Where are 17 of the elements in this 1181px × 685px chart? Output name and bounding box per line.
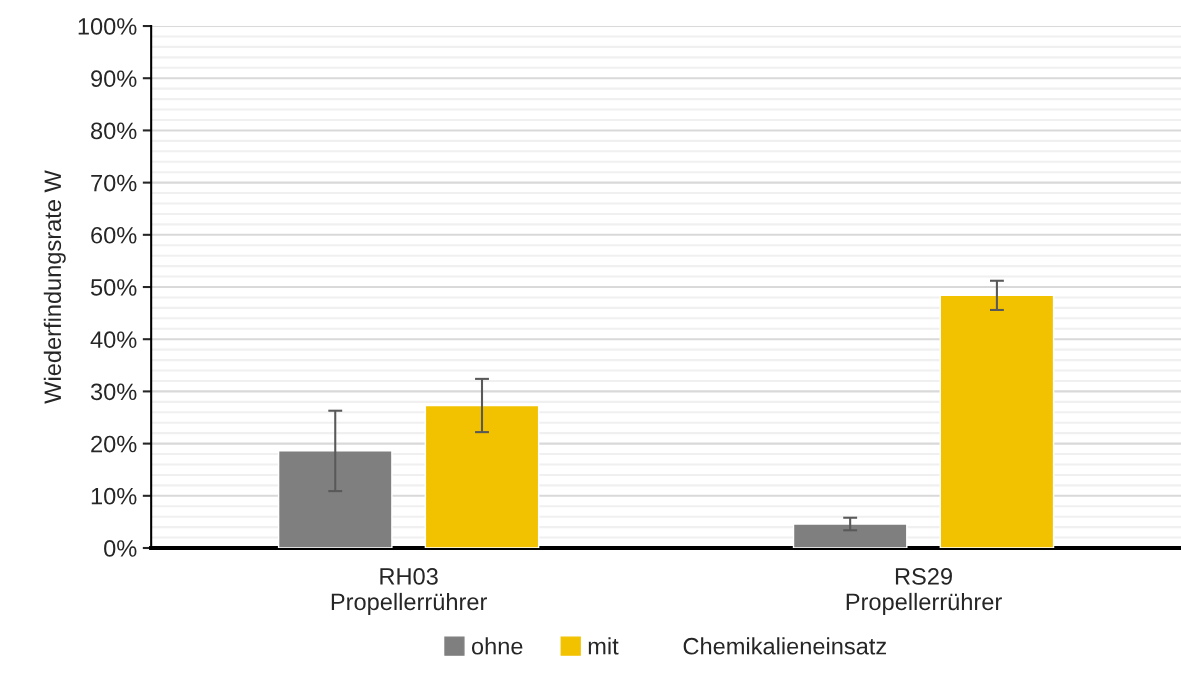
x-tick-label: RS29 Propellerrührer — [846, 568, 1002, 615]
y-tick-label: 40% — [90, 331, 137, 348]
x-tick-label: RH03 Propellerrührer — [331, 568, 487, 615]
y-tick-label: 50% — [90, 279, 137, 296]
y-tick-label: 80% — [91, 122, 137, 140]
y-tick-label: 0% — [104, 540, 137, 557]
y-tick-label: 60% — [91, 226, 137, 244]
y-axis-title: Wiederfindungsrate W — [43, 170, 66, 404]
y-tick-label: 10% — [91, 487, 137, 505]
y-tick-label: 100% — [78, 18, 137, 35]
legend-label: ohne — [471, 637, 523, 655]
y-tick-label: 70% — [91, 174, 137, 192]
legend-title: Chemikalieneinsatz — [683, 637, 887, 655]
y-tick-label: 20% — [91, 435, 137, 453]
y-tick-label: 90% — [91, 70, 137, 88]
legend-label: mit — [588, 637, 619, 655]
y-tick-label: 30% — [90, 383, 137, 401]
